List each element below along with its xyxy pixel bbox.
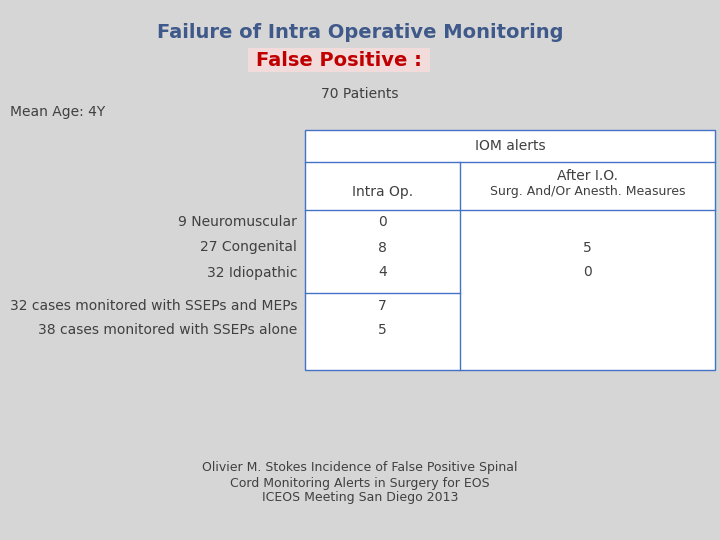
Text: 38 cases monitored with SSEPs alone: 38 cases monitored with SSEPs alone <box>37 323 297 338</box>
Text: 70 Patients: 70 Patients <box>321 87 399 101</box>
Text: False Positive :: False Positive : <box>256 51 422 70</box>
Text: 32 cases monitored with SSEPs and MEPs: 32 cases monitored with SSEPs and MEPs <box>9 299 297 313</box>
Text: 5: 5 <box>378 323 387 338</box>
Text: 32 Idiopathic: 32 Idiopathic <box>207 266 297 280</box>
Text: 7: 7 <box>378 299 387 313</box>
Text: Olivier M. Stokes Incidence of False Positive Spinal: Olivier M. Stokes Incidence of False Pos… <box>202 462 518 475</box>
Text: Intra Op.: Intra Op. <box>352 185 413 199</box>
Text: Mean Age: 4Y: Mean Age: 4Y <box>10 105 105 119</box>
Text: IOM alerts: IOM alerts <box>474 139 545 153</box>
Text: 27 Congenital: 27 Congenital <box>200 240 297 254</box>
Text: 0: 0 <box>378 215 387 230</box>
Text: Surg. And/Or Anesth. Measures: Surg. And/Or Anesth. Measures <box>490 186 685 199</box>
Text: Failure of Intra Operative Monitoring: Failure of Intra Operative Monitoring <box>157 23 563 42</box>
FancyBboxPatch shape <box>248 48 430 72</box>
Text: 9 Neuromuscular: 9 Neuromuscular <box>178 215 297 230</box>
Text: 4: 4 <box>378 266 387 280</box>
Text: 0: 0 <box>583 266 592 280</box>
Text: 5: 5 <box>583 240 592 254</box>
Bar <box>305 130 715 370</box>
Text: After I.O.: After I.O. <box>557 169 618 183</box>
Text: Cord Monitoring Alerts in Surgery for EOS: Cord Monitoring Alerts in Surgery for EO… <box>230 476 490 489</box>
Text: ICEOS Meeting San Diego 2013: ICEOS Meeting San Diego 2013 <box>262 491 458 504</box>
Text: 8: 8 <box>378 240 387 254</box>
